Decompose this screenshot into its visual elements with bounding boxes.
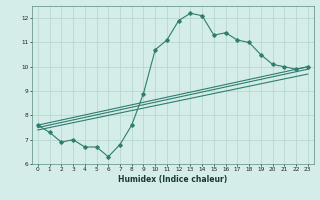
X-axis label: Humidex (Indice chaleur): Humidex (Indice chaleur) [118,175,228,184]
